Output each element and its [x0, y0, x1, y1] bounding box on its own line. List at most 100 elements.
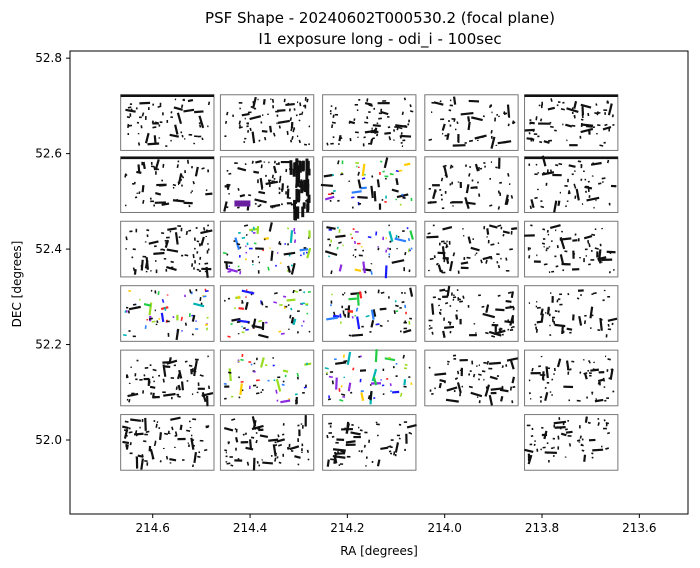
- psf-mark: [359, 429, 363, 432]
- psf-mark: [291, 136, 294, 140]
- psf-mark: [539, 396, 543, 399]
- psf-mark: [192, 253, 195, 259]
- psf-mark: [566, 327, 573, 331]
- psf-mark: [341, 293, 345, 296]
- psf-mark: [258, 333, 269, 339]
- psf-mark: [240, 380, 244, 383]
- psf-mark: [568, 443, 572, 447]
- psf-mark: [259, 204, 262, 207]
- psf-mark: [288, 108, 291, 112]
- psf-mark: [376, 459, 381, 467]
- psf-mark: [331, 124, 334, 129]
- psf-mark: [299, 248, 309, 252]
- psf-mark: [407, 248, 411, 253]
- psf-mark: [231, 418, 236, 421]
- psf-mark: [180, 316, 183, 321]
- psf-mark: [281, 383, 285, 386]
- psf-mark: [271, 174, 274, 179]
- psf-mark: [251, 416, 257, 427]
- psf-mark: [335, 377, 338, 390]
- psf-mark: [357, 195, 368, 199]
- psf-mark: [267, 266, 270, 271]
- psf-mark: [437, 298, 442, 301]
- psf-mark: [467, 116, 471, 122]
- psf-mark: [565, 360, 570, 371]
- psf-mark: [448, 109, 452, 112]
- psf-mark: [409, 230, 414, 240]
- psf-mark: [433, 101, 444, 106]
- psf-mark: [403, 385, 407, 388]
- psf-mark: [579, 435, 582, 439]
- psf-mark: [202, 227, 206, 231]
- psf-mark: [166, 248, 179, 253]
- psf-mark: [273, 165, 277, 174]
- psf-mark: [543, 430, 548, 440]
- psf-mark: [290, 139, 293, 143]
- psf-mark: [125, 236, 128, 241]
- psf-mark: [402, 354, 405, 359]
- psf-mark: [372, 376, 378, 386]
- psf-mark: [135, 430, 138, 434]
- psf-mark: [174, 232, 179, 245]
- psf-mark: [137, 164, 141, 173]
- psf-mark: [437, 264, 442, 273]
- plot-area: [69, 50, 689, 515]
- psf-mark: [184, 254, 189, 257]
- psf-mark: [369, 390, 373, 401]
- psf-mark: [599, 144, 604, 147]
- psf-mark: [157, 291, 160, 296]
- psf-mark: [152, 368, 157, 372]
- y-axis-label: DEC [degrees]: [10, 241, 24, 328]
- psf-mark: [507, 123, 510, 127]
- ota-panel: [120, 349, 215, 407]
- psf-mark: [398, 169, 403, 172]
- x-tick-label: 214.0: [428, 521, 462, 535]
- psf-mark: [391, 188, 399, 193]
- psf-mark: [238, 120, 241, 125]
- psf-mark: [474, 134, 487, 140]
- psf-mark: [331, 192, 335, 195]
- psf-mark: [348, 297, 357, 301]
- psf-mark: [449, 164, 453, 169]
- psf-mark: [157, 105, 162, 108]
- y-tick-label: 52.4: [35, 242, 62, 256]
- psf-mark: [599, 243, 602, 247]
- chart-title-line2: I1 exposure long - odi_i - 100sec: [258, 30, 501, 49]
- psf-mark: [556, 358, 562, 368]
- psf-mark: [364, 121, 369, 124]
- psf-mark: [259, 357, 265, 368]
- psf-mark: [188, 364, 193, 367]
- psf-mark: [491, 335, 496, 338]
- psf-mark: [227, 270, 232, 273]
- psf-mark: [468, 373, 471, 376]
- psf-mark: [128, 289, 132, 293]
- psf-mark: [179, 424, 183, 431]
- ota-panel: [322, 285, 417, 342]
- y-axis-ticks: 52.0 52.2 52.4 52.6 52.8: [35, 51, 70, 447]
- psf-mark: [199, 374, 204, 377]
- psf-mark: [438, 382, 442, 389]
- psf-mark: [512, 385, 516, 389]
- psf-mark: [428, 138, 433, 141]
- psf-mark: [227, 371, 232, 374]
- psf-mark: [164, 239, 169, 242]
- psf-mark: [326, 459, 330, 467]
- psf-mark: [531, 367, 534, 372]
- psf-mark: [499, 388, 509, 393]
- psf-mark: [511, 376, 516, 384]
- psf-mark: [394, 442, 400, 453]
- psf-mark: [470, 186, 478, 190]
- psf-mark: [369, 138, 374, 145]
- psf-mark: [331, 121, 336, 124]
- psf-mark: [586, 196, 600, 202]
- psf-mark: [338, 134, 342, 142]
- psf-mark: [190, 437, 195, 450]
- psf-mark: [137, 454, 144, 458]
- ota-panel: [219, 220, 315, 278]
- psf-mark: [439, 378, 446, 383]
- psf-mark: [286, 298, 296, 302]
- psf-mark: [128, 399, 131, 403]
- psf-mark: [172, 183, 177, 187]
- psf-mark: [175, 328, 180, 341]
- psf-mark: [389, 240, 392, 243]
